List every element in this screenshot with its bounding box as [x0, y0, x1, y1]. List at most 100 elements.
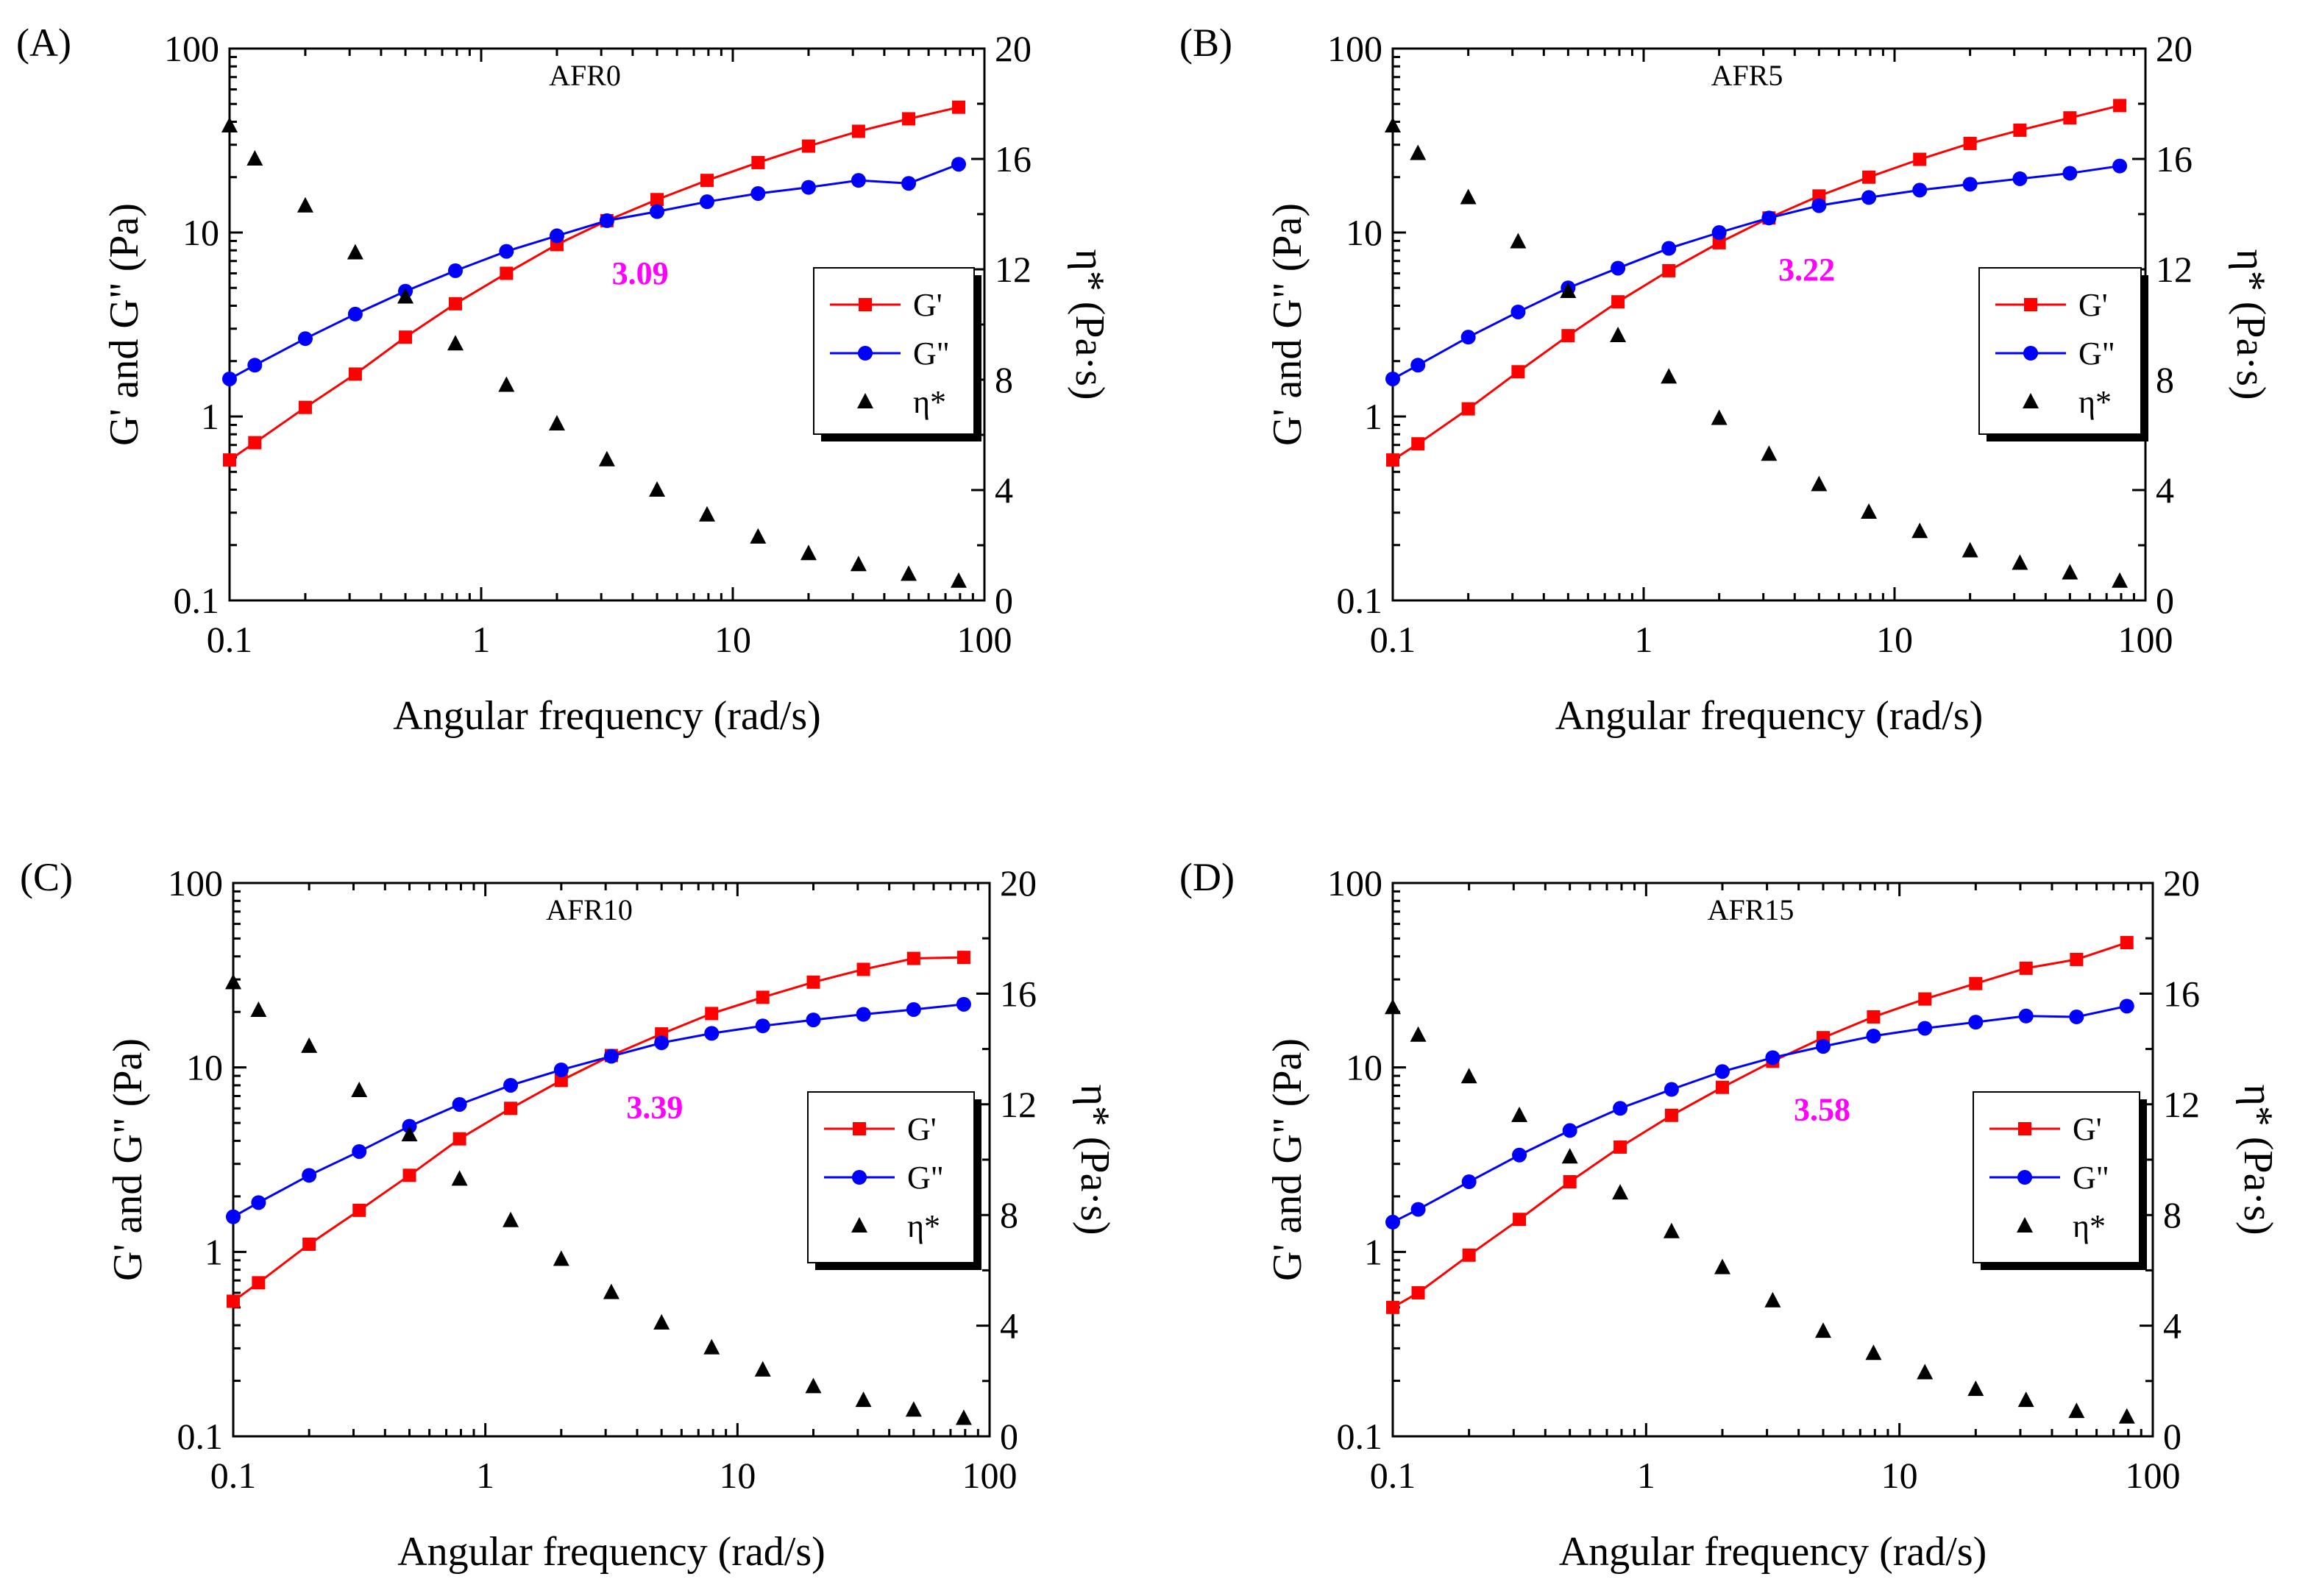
data-point-triangle — [447, 335, 464, 351]
data-point-square — [348, 367, 362, 381]
series-line — [1392, 941, 2128, 1309]
y2-tick-label: 4 — [2163, 1305, 2181, 1347]
data-point-square — [851, 124, 865, 138]
data-point-circle — [1385, 371, 1400, 386]
axis-ticks — [228, 47, 986, 602]
data-point-triangle — [246, 150, 263, 166]
y-tick-label: 1 — [1364, 1231, 1382, 1272]
sample-title: AFR10 — [546, 893, 633, 926]
data-point-circle — [1385, 1214, 1400, 1230]
crossover-label: 3.22 — [1778, 252, 1835, 288]
data-point-square — [2013, 123, 2027, 137]
data-point-square — [298, 400, 312, 414]
legend-label: G' — [907, 1111, 937, 1147]
x-tick-label: 0.1 — [207, 619, 253, 660]
data-point-square — [2070, 952, 2084, 966]
data-point-triangle — [1861, 503, 1878, 519]
data-point-square — [252, 1276, 266, 1290]
data-point-circle — [806, 1012, 821, 1028]
data-point-triangle — [1410, 144, 1427, 160]
data-point-triangle — [1460, 188, 1477, 205]
data-point-circle — [2119, 999, 2134, 1014]
data-point-circle — [654, 1035, 670, 1051]
data-point-triangle — [451, 1170, 468, 1186]
data-point-triangle — [1661, 368, 1678, 384]
y-tick-label: 100 — [168, 862, 223, 904]
legend-marker — [851, 1217, 867, 1233]
data-point-circle — [599, 213, 614, 228]
legend-marker — [859, 298, 872, 311]
data-point-square — [402, 1168, 416, 1182]
data-point-circle — [452, 1096, 467, 1112]
data-point-circle — [1512, 1147, 1527, 1163]
data-point-square — [1662, 263, 1676, 277]
data-point-square — [906, 951, 920, 965]
series-3 — [225, 973, 972, 1425]
data-point-square — [650, 193, 664, 207]
series-2 — [1385, 999, 2134, 1230]
panel-letter: (A) — [16, 21, 71, 65]
y2-tick-label: 12 — [2163, 1084, 2200, 1125]
data-point-square — [956, 951, 970, 965]
data-point-square — [806, 975, 820, 989]
data-point-square — [801, 139, 815, 153]
y2-tick-label: 12 — [995, 249, 1032, 290]
y2-tick-label: 12 — [2156, 249, 2193, 290]
data-point-circle — [1664, 1082, 1679, 1097]
data-point-triangle — [347, 244, 363, 260]
axis-ticks — [1391, 47, 2147, 602]
data-point-circle — [1611, 260, 1626, 276]
data-point-square — [1411, 1285, 1425, 1299]
legend-label: G" — [913, 336, 950, 372]
legend-marker — [857, 393, 873, 408]
legend-marker — [2017, 1217, 2033, 1233]
data-point-circle — [2062, 166, 2078, 181]
data-point-square — [1963, 136, 1977, 150]
data-point-triangle — [1560, 283, 1577, 298]
series-2 — [1385, 158, 2128, 386]
data-point-triangle — [1761, 445, 1778, 461]
y-tick-label: 0.1 — [177, 1416, 224, 1457]
x-axis-title: Angular frequency (rad/s) — [1555, 693, 1984, 739]
y-tick-label: 1 — [1364, 396, 1382, 437]
data-point-square — [1712, 235, 1726, 249]
data-point-circle — [704, 1026, 720, 1041]
legend-label: G' — [2073, 1111, 2102, 1147]
data-point-circle — [755, 1018, 770, 1034]
x-tick-label: 100 — [962, 1455, 1018, 1496]
series-3 — [221, 117, 967, 588]
data-point-triangle — [1510, 233, 1527, 249]
data-point-triangle — [2062, 564, 2078, 580]
data-point-triangle — [1561, 1148, 1578, 1164]
data-point-triangle — [698, 506, 715, 522]
data-point-circle — [1968, 1015, 1984, 1030]
data-point-circle — [1461, 1174, 1477, 1190]
data-point-square — [2113, 99, 2127, 113]
data-point-circle — [901, 176, 917, 191]
data-point-square — [1561, 329, 1575, 343]
y-tick-label: 1 — [201, 396, 219, 437]
data-point-triangle — [498, 376, 515, 392]
y-tick-label: 100 — [1327, 28, 1382, 69]
y-tick-label: 10 — [1346, 1047, 1382, 1088]
y2-tick-label: 20 — [2156, 28, 2193, 69]
data-point-circle — [2018, 1008, 2034, 1024]
data-point-circle — [226, 1209, 241, 1224]
data-point-square — [452, 1132, 466, 1146]
data-point-triangle — [805, 1377, 822, 1394]
series-3 — [1385, 999, 2135, 1424]
data-point-square — [1664, 1108, 1678, 1122]
legend-label: G" — [907, 1160, 944, 1196]
data-point-square — [1969, 976, 1983, 990]
y2-tick-label: 8 — [995, 359, 1013, 400]
data-point-square — [1513, 1213, 1527, 1227]
data-point-square — [1411, 437, 1425, 451]
data-point-triangle — [1714, 1258, 1730, 1274]
data-point-triangle — [1811, 475, 1828, 492]
data-point-triangle — [301, 1037, 318, 1053]
series-line — [229, 106, 959, 461]
data-point-circle — [1912, 182, 1928, 198]
data-point-circle — [906, 1001, 921, 1017]
data-point-square — [1867, 1010, 1881, 1024]
